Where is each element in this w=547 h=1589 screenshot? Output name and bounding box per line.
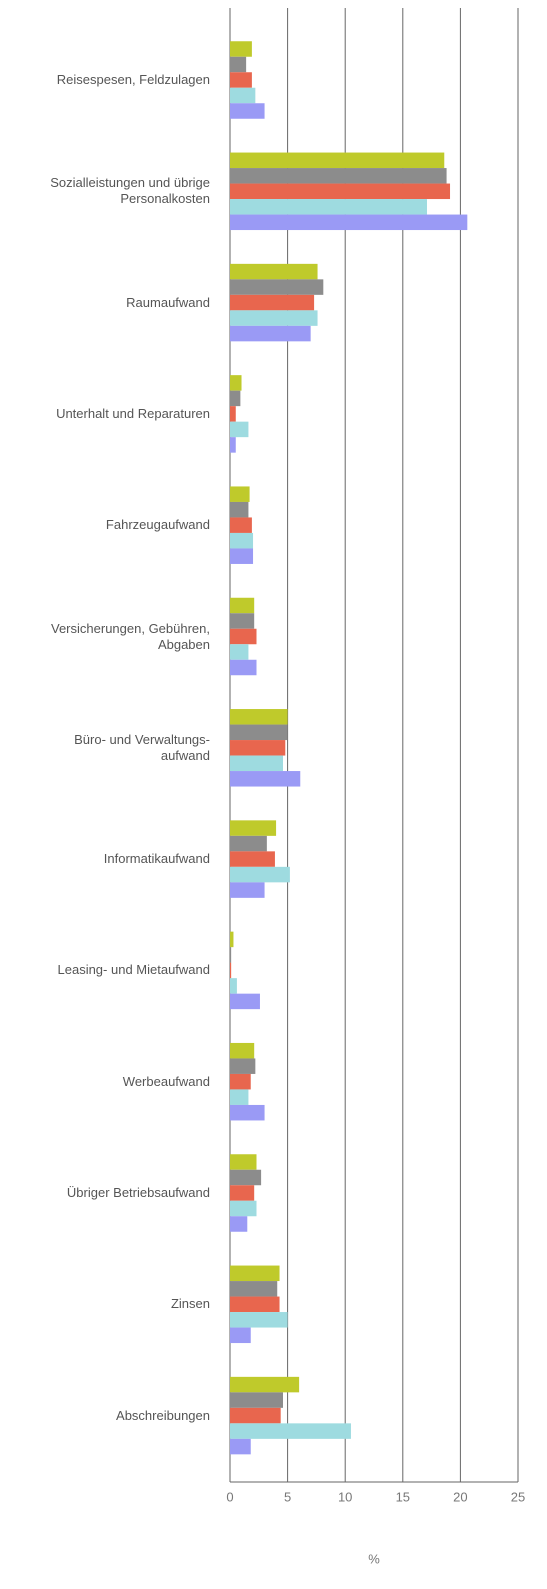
bar: [230, 1438, 251, 1455]
bar: [230, 993, 260, 1010]
y-tick-label: Abschreibungen: [116, 1407, 210, 1423]
bar: [230, 1073, 251, 1090]
x-axis-label: %: [368, 1551, 380, 1566]
bar: [230, 56, 247, 73]
y-tick-label: Raumaufwand: [126, 294, 210, 310]
x-tick-label: 15: [396, 1489, 410, 1504]
bar: [230, 820, 277, 836]
y-tick-label: Leasing- und Mietaufwand: [57, 962, 211, 978]
bar: [230, 41, 252, 57]
bar: [230, 437, 236, 453]
bar: [230, 1407, 281, 1424]
x-tick-label: 5: [284, 1489, 291, 1504]
bar: [230, 103, 265, 119]
y-tick-label: Informatikaufwand: [103, 851, 210, 867]
bar: [230, 1200, 257, 1217]
bar: [230, 1312, 288, 1328]
bar: [230, 72, 252, 88]
bar: [230, 1392, 283, 1408]
bar: [230, 263, 318, 280]
bar: [230, 709, 288, 725]
bar: [230, 882, 265, 898]
bar: [230, 866, 290, 883]
bar: [230, 851, 275, 867]
x-tick-label: 20: [453, 1489, 467, 1504]
bar: [230, 375, 242, 391]
bar: [230, 1423, 351, 1439]
bar: [230, 294, 315, 311]
bar: [230, 1154, 257, 1170]
bar: [230, 931, 234, 948]
y-tick-label: Versicherungen, Gebühren, Abgaben: [51, 620, 210, 652]
bar: [230, 421, 249, 438]
bar: [230, 613, 255, 629]
y-tick-label: Übriger Betriebsaufwand: [66, 1185, 210, 1200]
bar: [230, 548, 254, 564]
bar: [230, 1042, 255, 1059]
bar: [230, 1376, 300, 1393]
bar: [230, 1296, 280, 1313]
bar: [230, 1169, 262, 1186]
y-tick-label: Büro- und Verwaltungs- aufwand: [74, 731, 210, 763]
bar: [230, 978, 237, 994]
bar: [230, 740, 286, 756]
bar: [230, 628, 257, 645]
bar: [230, 1058, 256, 1074]
y-tick-label: Unterhalt und Reparaturen: [56, 405, 210, 421]
bar: [230, 835, 267, 852]
bar: [230, 87, 256, 104]
bar: [230, 1089, 249, 1105]
x-tick-label: 25: [511, 1489, 525, 1504]
y-tick-label: Zinsen: [170, 1296, 210, 1312]
bar: [230, 517, 252, 533]
y-tick-label: Reisespesen, Feldzulagen: [56, 72, 210, 87]
bar: [230, 947, 232, 963]
y-tick-label: Fahrzeugaufwand: [105, 517, 210, 533]
bar: [230, 406, 236, 422]
bar: [230, 771, 301, 787]
bar: [230, 597, 255, 614]
bar: [230, 279, 324, 295]
bar: [230, 183, 451, 200]
x-tick-label: 10: [338, 1489, 352, 1504]
bar: [230, 755, 283, 772]
bar: [230, 1265, 280, 1282]
bar: [230, 962, 232, 979]
bar: [230, 325, 311, 342]
x-tick-label: 0: [226, 1489, 233, 1504]
bar: [230, 486, 250, 502]
bar: [230, 1104, 265, 1121]
bar: [230, 199, 427, 215]
bar: [230, 390, 241, 407]
bar: [230, 214, 468, 231]
bar: [230, 168, 447, 184]
bar: [230, 310, 318, 326]
bar: [230, 1327, 251, 1344]
bar: [230, 501, 249, 518]
bar: [230, 644, 249, 660]
y-tick-label: Sozialleistungen und übrige Personalkost…: [50, 175, 210, 207]
bar: [230, 1281, 278, 1297]
bar: [230, 532, 254, 549]
bar: [230, 659, 257, 676]
bar: [230, 1185, 255, 1201]
bar: [230, 724, 288, 741]
y-tick-label: Werbeaufwand: [122, 1073, 210, 1089]
bar: [230, 152, 445, 169]
bar: [230, 1216, 248, 1232]
